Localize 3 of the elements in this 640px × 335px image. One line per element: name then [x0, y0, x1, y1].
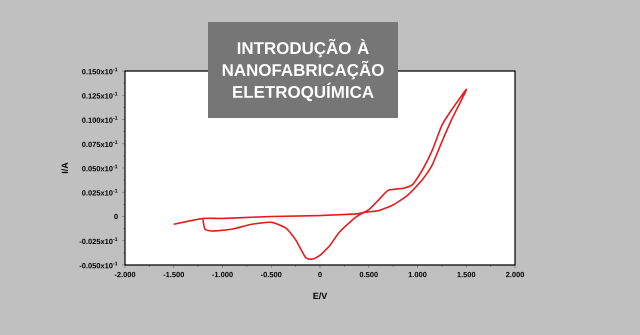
chart-title: INTRODUÇÃO À NANOFABRICAÇÃO ELETROQUÍMICA — [222, 38, 384, 102]
x-axis-title: E/V — [313, 292, 328, 300]
y-axis-title: I/A — [61, 162, 68, 174]
